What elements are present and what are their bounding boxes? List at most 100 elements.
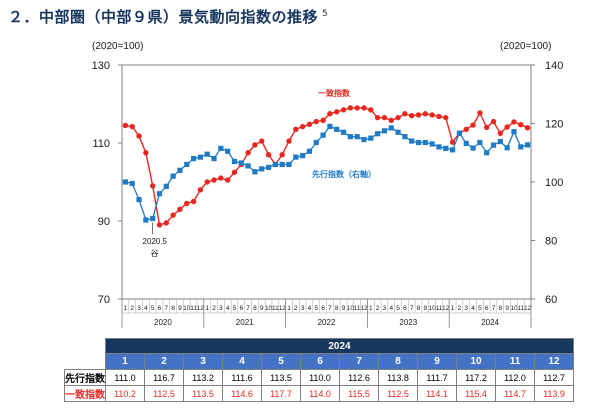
coincident-index-point xyxy=(129,123,135,130)
table-month-header: 8 xyxy=(378,353,418,370)
table-cell-coincident: 114.0 xyxy=(300,385,340,402)
month-label: 6 xyxy=(239,305,243,312)
month-label: 10 xyxy=(429,305,437,312)
coincident-index-point xyxy=(490,118,497,125)
leading-index-point xyxy=(429,141,435,147)
table-cell-leading: 112.0 xyxy=(495,369,535,386)
table-row-leading: 先行指数 111.0 116.7 113.2 111.6 113.5 110.0 112.6… xyxy=(64,369,574,386)
coincident-index-point xyxy=(354,105,360,111)
leading-index-point xyxy=(381,128,388,134)
coincident-index-point xyxy=(327,111,333,117)
coincident-index-point xyxy=(347,105,354,111)
coincident-series-label: 一致指数 xyxy=(318,88,351,98)
month-label: 1 xyxy=(124,305,128,312)
title-footnote-marker: 5 xyxy=(322,9,329,19)
leading-index-point xyxy=(163,183,169,189)
leading-index-point xyxy=(327,123,333,130)
leading-index-point xyxy=(354,134,360,140)
coincident-index-point xyxy=(381,114,388,121)
month-label: 12 xyxy=(442,305,450,312)
table-cell-coincident: 115.4 xyxy=(456,385,496,402)
coincident-index-point xyxy=(368,107,374,113)
coincident-index-point xyxy=(190,198,197,205)
coincident-index-point xyxy=(402,111,408,117)
left-tick-label: 110 xyxy=(92,138,110,150)
leading-index-point xyxy=(211,156,217,162)
coincident-index-point xyxy=(293,126,299,133)
month-label: 11 xyxy=(272,305,279,312)
month-label: 8 xyxy=(499,305,503,312)
leading-index-point xyxy=(395,129,401,135)
coincident-index-point xyxy=(497,130,504,136)
month-label: 1 xyxy=(205,305,209,312)
month-label: 2 xyxy=(294,305,298,312)
table-corner xyxy=(64,338,106,354)
table-month-header: 2 xyxy=(144,353,184,370)
leading-index-point xyxy=(484,150,490,156)
month-label: 9 xyxy=(178,305,182,312)
coincident-index-point xyxy=(245,150,251,156)
leading-index-point xyxy=(150,215,156,222)
coincident-index-point xyxy=(299,123,306,130)
coincident-index-point xyxy=(313,118,319,125)
right-tick-label: 60 xyxy=(545,294,557,306)
table-cell-coincident: 113.9 xyxy=(534,385,574,402)
table-cell-leading: 117.2 xyxy=(456,369,496,386)
table-cell-leading: 111.7 xyxy=(417,369,457,386)
leading-index-point xyxy=(122,179,129,185)
month-label: 2 xyxy=(458,305,462,312)
table-cell-coincident: 114.7 xyxy=(495,385,535,402)
table-cell-coincident: 113.5 xyxy=(183,385,223,402)
leading-index-point xyxy=(518,144,524,150)
leading-index-point xyxy=(504,145,510,151)
leading-index-point xyxy=(238,160,244,166)
month-label: 12 xyxy=(279,305,287,312)
leading-index-point xyxy=(293,154,299,160)
leading-index-point xyxy=(470,145,476,151)
table-cell-coincident: 110.2 xyxy=(105,385,145,402)
leading-index-point xyxy=(347,134,353,140)
month-label: 3 xyxy=(137,305,141,312)
leading-index-point xyxy=(463,140,469,146)
month-label: 5 xyxy=(314,305,318,312)
coincident-index-point xyxy=(279,152,285,158)
coincident-index-point xyxy=(429,112,435,118)
table-cell-leading: 112.6 xyxy=(339,369,379,386)
table-cell-leading: 111.0 xyxy=(105,369,145,386)
month-label: 6 xyxy=(158,305,162,312)
table-cell-coincident: 115.5 xyxy=(339,385,379,402)
leading-index-point xyxy=(184,161,190,168)
trough-label: 谷 xyxy=(151,249,159,258)
leading-index-point xyxy=(402,134,408,140)
year-label: 2024 xyxy=(481,318,499,327)
table-cell-leading: 110.0 xyxy=(300,369,340,386)
leading-index-point xyxy=(450,147,456,153)
coincident-index-point xyxy=(211,177,217,183)
month-label: 9 xyxy=(505,305,509,312)
month-label: 5 xyxy=(396,305,400,312)
coincident-index-point xyxy=(143,150,149,156)
month-label: 4 xyxy=(308,305,312,312)
coincident-index-point xyxy=(156,222,163,228)
leading-series-label: 先行指数（右軸） xyxy=(312,169,376,179)
table-month-header: 11 xyxy=(495,353,535,370)
leading-index-point xyxy=(170,173,176,179)
month-label: 8 xyxy=(253,305,257,312)
coincident-index-point xyxy=(409,113,415,119)
leading-index-point xyxy=(272,161,278,168)
right-tick-label: 80 xyxy=(545,236,557,248)
leading-index-point xyxy=(231,158,238,165)
leading-index-point xyxy=(218,145,224,151)
coincident-index-point xyxy=(483,124,490,131)
table-month-header: 6 xyxy=(300,353,340,370)
coincident-index-point xyxy=(224,177,231,183)
coincident-index-point xyxy=(136,133,142,139)
coincident-index-point xyxy=(334,109,340,115)
table-corner xyxy=(64,353,106,370)
table-cell-coincident: 114.6 xyxy=(222,385,262,402)
table-year: 2024 xyxy=(105,338,574,354)
coincident-index-point xyxy=(449,139,456,145)
table-month-header: 12 xyxy=(534,353,574,370)
coincident-index-point xyxy=(122,122,129,129)
leading-index-point xyxy=(177,167,183,173)
